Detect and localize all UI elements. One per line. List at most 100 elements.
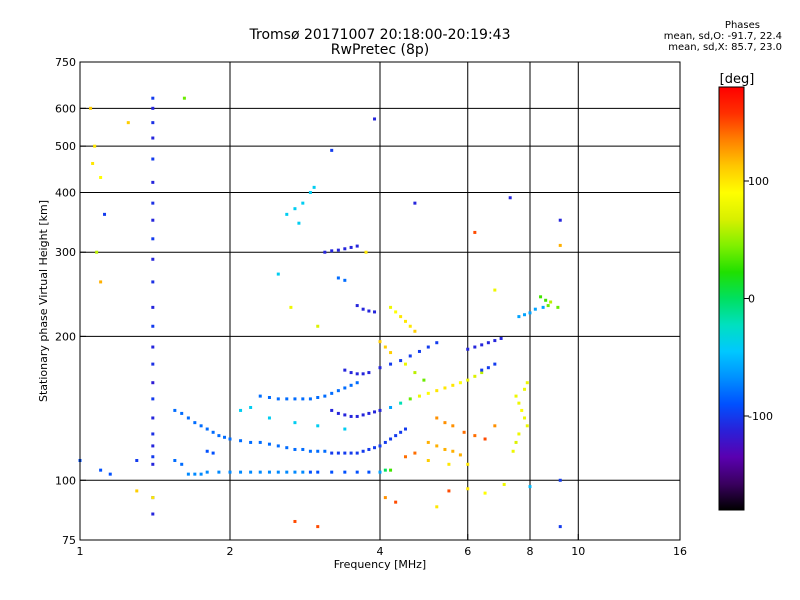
data-point	[173, 408, 177, 412]
colorbar	[718, 86, 745, 511]
data-point	[285, 446, 289, 450]
data-point	[316, 395, 320, 399]
data-point	[330, 408, 334, 412]
data-point	[373, 117, 377, 121]
data-point	[413, 201, 417, 205]
data-point	[293, 421, 297, 425]
data-point	[367, 470, 371, 474]
data-point	[373, 410, 377, 414]
data-point	[103, 212, 107, 216]
data-point	[403, 319, 407, 323]
data-point	[343, 247, 347, 251]
data-point	[293, 519, 297, 523]
data-point	[546, 304, 550, 308]
data-point	[403, 362, 407, 366]
data-point	[383, 496, 387, 500]
data-point	[223, 435, 227, 439]
data-point	[486, 341, 490, 345]
y-tick-label: 600	[55, 102, 76, 115]
data-point	[517, 401, 521, 405]
data-point	[383, 468, 387, 472]
data-point	[151, 455, 155, 459]
data-point	[558, 243, 562, 247]
data-point	[544, 298, 548, 302]
data-point	[151, 257, 155, 261]
data-point	[443, 447, 447, 451]
data-point	[378, 340, 382, 344]
data-point	[462, 430, 466, 434]
data-point	[308, 190, 312, 194]
data-point	[355, 414, 359, 418]
data-point	[355, 372, 359, 376]
data-point	[558, 525, 562, 529]
data-point	[205, 449, 209, 453]
phases-heading: Phases	[724, 20, 760, 31]
data-point	[267, 470, 271, 474]
data-point	[293, 397, 297, 401]
data-point	[403, 455, 407, 459]
data-point	[528, 311, 532, 315]
data-point	[151, 444, 155, 448]
data-point	[336, 411, 340, 415]
data-point	[249, 405, 253, 409]
colorbar-tick-label: 0	[748, 293, 755, 306]
data-point	[151, 397, 155, 401]
data-point	[205, 427, 209, 431]
data-point	[539, 295, 543, 299]
data-point	[378, 366, 382, 370]
data-point	[258, 470, 262, 474]
data-point	[211, 430, 215, 434]
x-axis-label: Frequency [MHz]	[334, 558, 426, 571]
data-point	[349, 451, 353, 455]
data-point	[301, 470, 305, 474]
data-point	[182, 96, 186, 100]
data-point	[549, 300, 553, 304]
x-tick-label: 8	[527, 545, 534, 558]
data-point	[186, 416, 190, 420]
data-point	[361, 372, 365, 376]
data-point	[151, 432, 155, 436]
data-point	[151, 106, 155, 110]
data-point	[533, 307, 537, 311]
data-point	[349, 383, 353, 387]
x-tick-label: 10	[571, 545, 585, 558]
data-point	[343, 386, 347, 390]
data-point	[301, 201, 305, 205]
data-point	[435, 389, 439, 393]
data-point	[151, 345, 155, 349]
data-point	[361, 449, 365, 453]
data-point	[435, 341, 439, 345]
data-point	[308, 470, 312, 474]
data-point	[367, 309, 371, 313]
data-point	[451, 449, 455, 453]
data-point	[99, 175, 103, 179]
data-point	[466, 378, 470, 382]
data-point	[151, 218, 155, 222]
colorbar-tick-label: 100	[748, 175, 769, 188]
data-point	[349, 414, 353, 418]
data-point	[343, 413, 347, 417]
data-point	[205, 470, 209, 474]
data-point	[276, 397, 280, 401]
data-point	[199, 424, 203, 428]
y-tick-label: 400	[55, 186, 76, 199]
data-point	[151, 136, 155, 140]
data-point	[383, 440, 387, 444]
data-point	[426, 345, 430, 349]
data-point	[443, 421, 447, 425]
data-point	[323, 250, 327, 254]
data-point	[330, 391, 334, 395]
data-point	[249, 470, 253, 474]
data-point	[151, 462, 155, 466]
data-point	[426, 391, 430, 395]
data-point	[276, 444, 280, 448]
data-point	[480, 343, 484, 347]
data-point	[355, 451, 359, 455]
data-point	[451, 424, 455, 428]
data-point	[289, 305, 293, 309]
data-point	[258, 394, 262, 398]
data-point	[316, 324, 320, 328]
data-point	[151, 96, 155, 100]
data-point	[91, 161, 95, 165]
data-point	[451, 383, 455, 387]
